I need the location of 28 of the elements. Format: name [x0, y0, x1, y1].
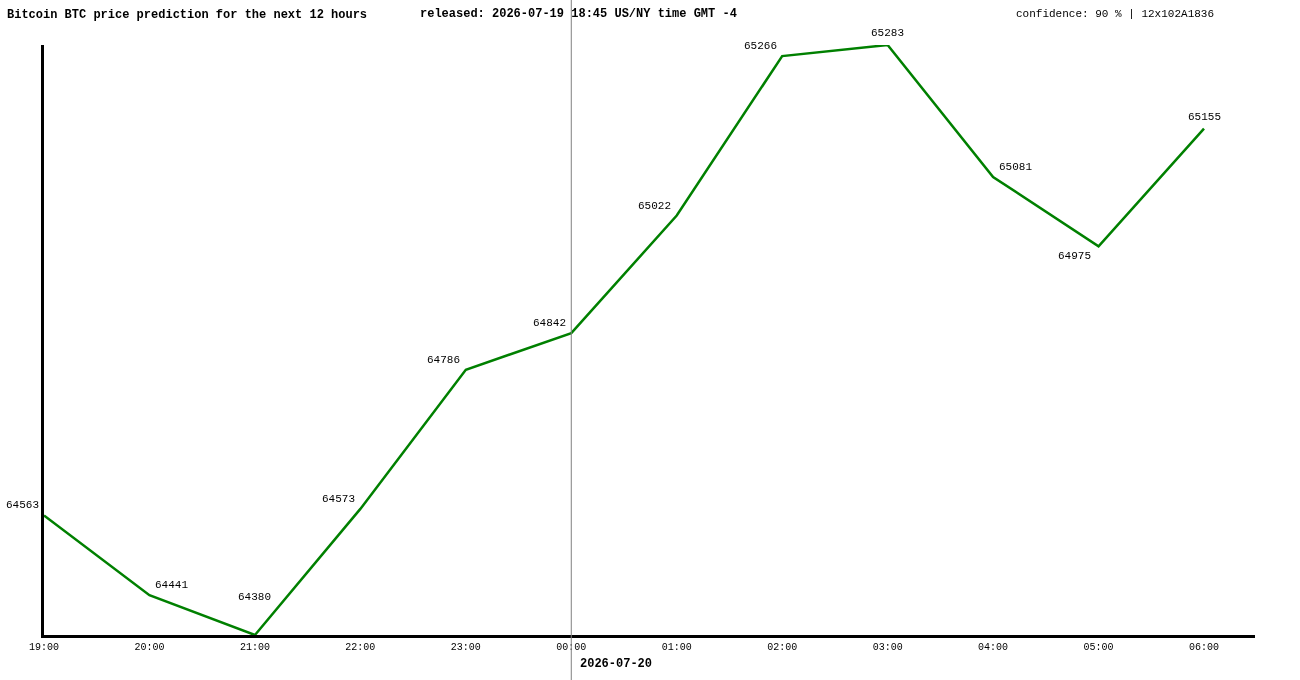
- data-label: 65022: [638, 200, 672, 212]
- data-label: 64441: [155, 579, 189, 591]
- ref-line-label: 2026-07-20: [580, 657, 653, 671]
- chart-title: Bitcoin BTC price prediction for the next 12 hours: [7, 8, 368, 23]
- data-label: 64380: [238, 591, 272, 603]
- x-tick-label: 05:00: [1083, 642, 1114, 653]
- x-tick-label: 06:00: [1188, 642, 1220, 653]
- chart-subtitle: released: 2026-07-19 18:45 US/NY time GMT -4: [420, 7, 737, 21]
- data-label: 65266: [744, 40, 778, 52]
- data-label: 64842: [533, 317, 567, 329]
- data-label: 64563: [6, 499, 40, 511]
- data-label: 64786: [427, 354, 461, 366]
- data-label: 64975: [1058, 250, 1092, 262]
- data-label: 64573: [322, 493, 356, 505]
- x-tick-label: 00:00: [556, 642, 587, 653]
- data-label: 65283: [871, 27, 905, 39]
- data-label: 65081: [999, 161, 1033, 173]
- x-tick-label: 23:00: [450, 642, 481, 653]
- x-tick-label: 20:00: [134, 642, 165, 653]
- x-tick-label: 19:00: [28, 642, 60, 653]
- x-tick-label: 02:00: [767, 642, 798, 653]
- text: confidence: 90 % | 12x102A1836: [1016, 8, 1215, 20]
- x-tick-label: 22:00: [345, 642, 376, 653]
- x-tick-label: 01:00: [661, 642, 692, 653]
- x-tick-label: 21:00: [239, 642, 270, 653]
- x-tick-label: 03:00: [872, 642, 903, 653]
- x-tick-label: 04:00: [978, 642, 1009, 653]
- data-label: 65155: [1188, 111, 1222, 123]
